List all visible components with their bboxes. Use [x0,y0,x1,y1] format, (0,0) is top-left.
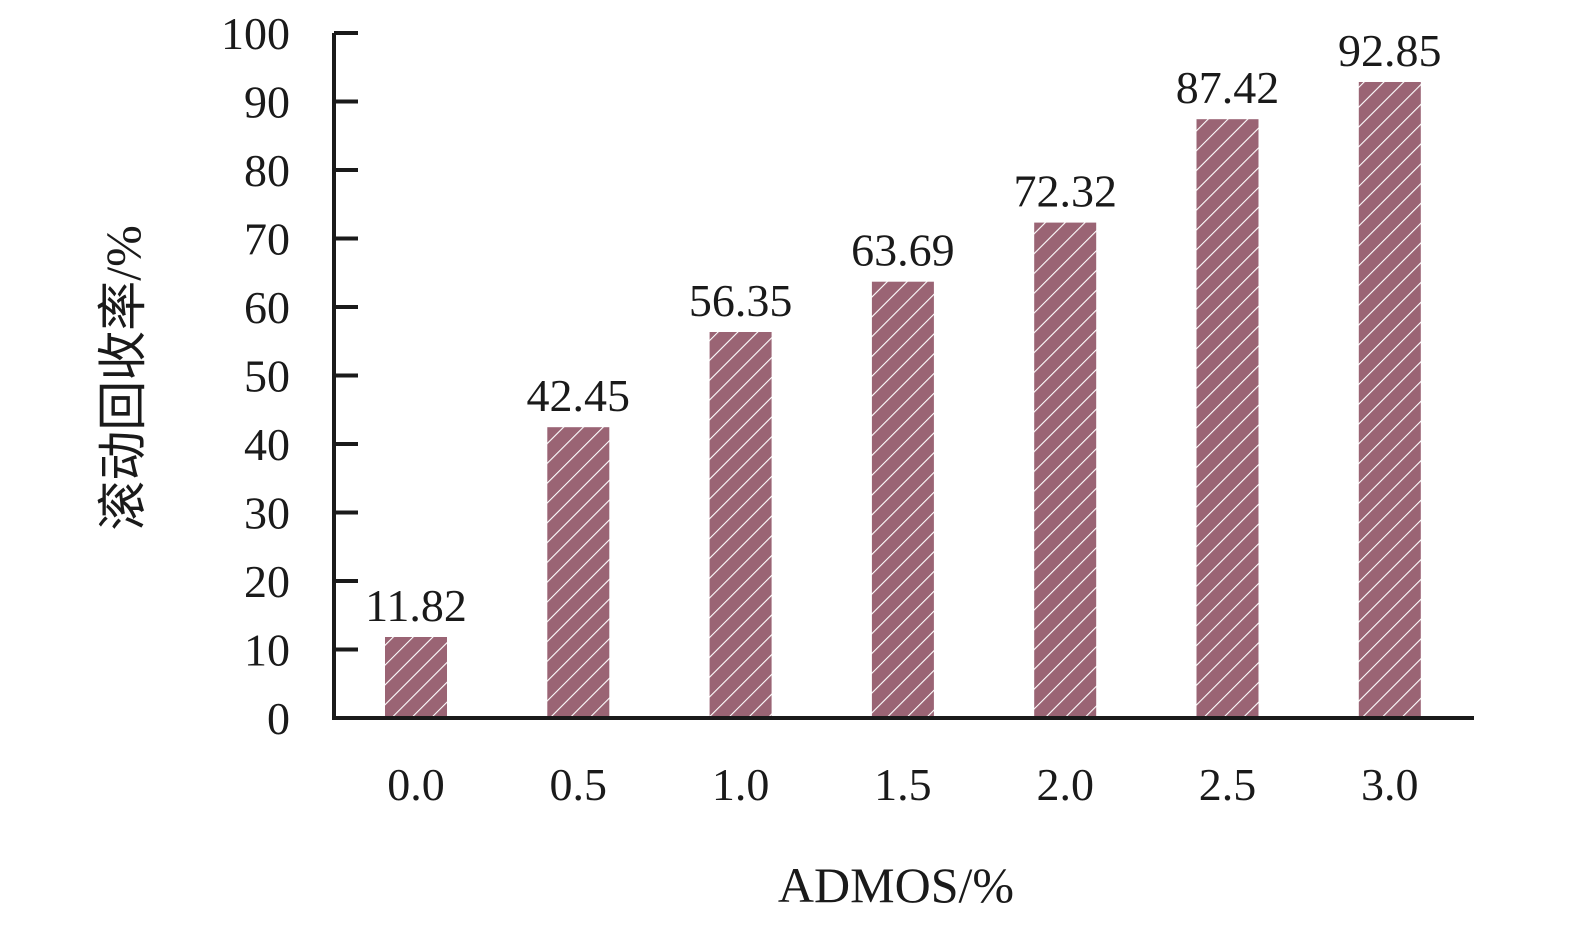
y-tick-label: 90 [244,77,290,128]
y-tick-label: 20 [244,556,290,607]
x-tick-label: 1.0 [712,759,770,810]
bar-2.0 [1034,222,1097,718]
bar-0.5 [547,427,610,718]
bar-0.0 [385,637,447,718]
y-tick-label: 80 [244,145,290,196]
bar-3.0 [1358,82,1421,718]
bar-value-label: 42.45 [527,370,631,421]
bars-layer [385,82,1421,718]
bar-1.0 [709,332,772,718]
x-tick-label: 3.0 [1361,759,1419,810]
bar-1.5 [871,281,934,718]
y-tick-label: 0 [267,693,290,744]
bar-2.5 [1196,119,1259,718]
x-tick-label: 0.5 [550,759,608,810]
x-axis-title: ADMOS/% [778,857,1014,913]
x-tick-label: 1.5 [874,759,932,810]
labels-layer: 11.82 0.0 42.45 0.5 56.35 1.0 63.69 1.5 72.32 2.0… [221,8,1442,810]
y-axis-title: 滚动回收率/% [95,225,151,531]
y-tick-label: 60 [244,282,290,333]
y-tick-label: 70 [244,214,290,265]
bar-value-label: 11.82 [365,580,467,631]
y-tick-label: 100 [221,8,290,59]
axes-layer [332,31,1474,720]
y-tick-label: 10 [244,625,290,676]
x-tick-label: 2.0 [1036,759,1094,810]
bar-value-label: 63.69 [851,225,955,276]
bar-value-label: 87.42 [1176,62,1280,113]
bar-value-label: 56.35 [689,275,793,326]
bar-value-label: 92.85 [1338,25,1442,76]
bar-value-label: 72.32 [1013,166,1117,217]
x-tick-label: 0.0 [387,759,445,810]
y-tick-label: 50 [244,351,290,402]
x-tick-label: 2.5 [1199,759,1257,810]
y-tick-label: 30 [244,488,290,539]
y-tick-label: 40 [244,419,290,470]
